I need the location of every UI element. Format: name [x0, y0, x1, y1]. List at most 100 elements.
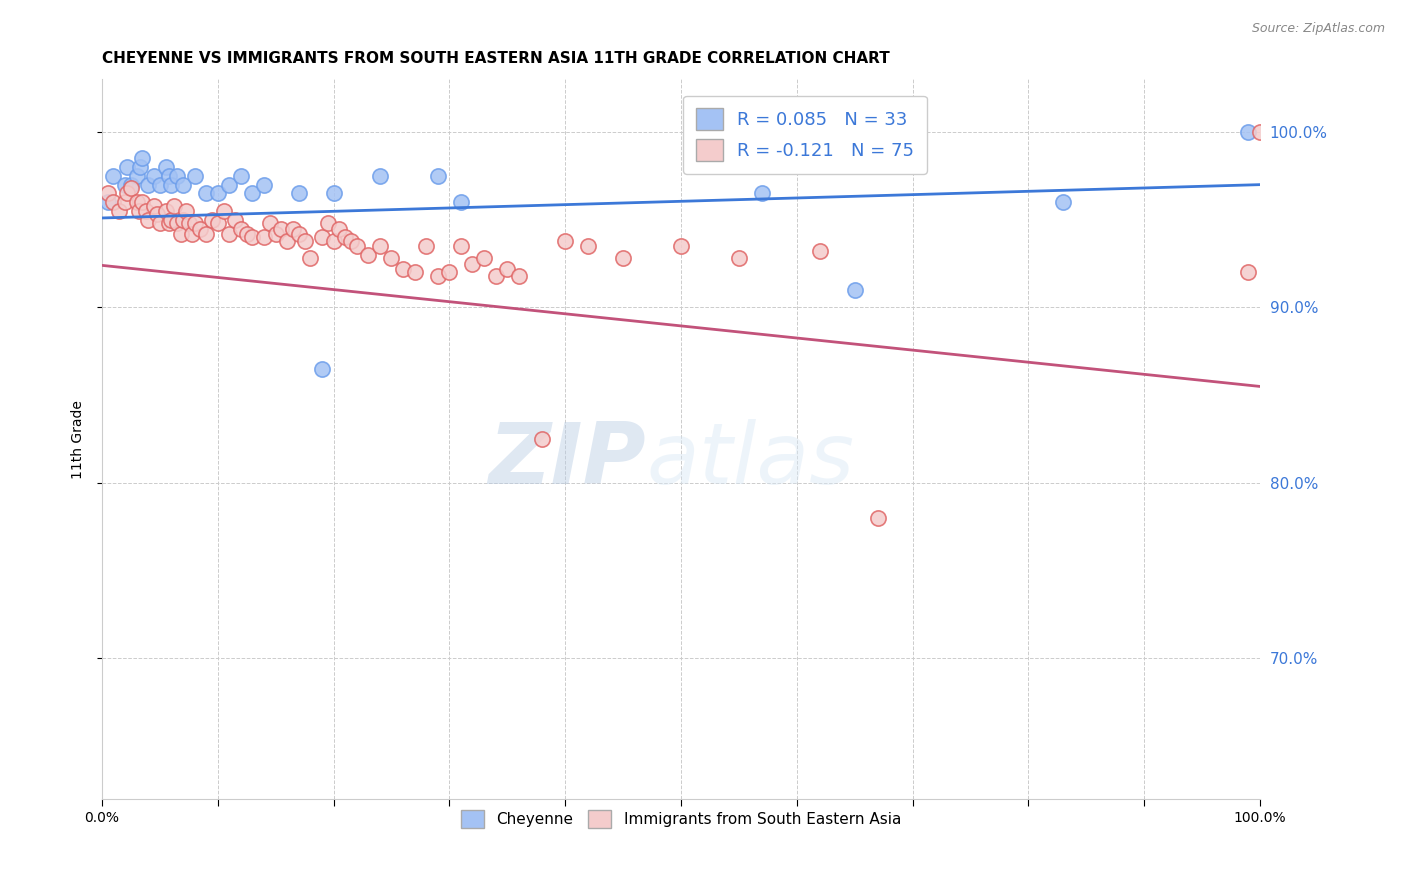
Point [131, 151, 153, 165]
Text: Source: ZipAtlas.com: Source: ZipAtlas.com [1251, 22, 1385, 36]
Point [169, 227, 191, 241]
Point [450, 195, 472, 210]
Point [172, 178, 194, 192]
Point [496, 261, 519, 276]
Point [149, 216, 172, 230]
Point [380, 252, 402, 266]
Point [157, 169, 180, 183]
Point [183, 169, 205, 183]
Point [299, 252, 322, 266]
Point [404, 265, 426, 279]
Point [439, 265, 461, 279]
Point [1052, 195, 1074, 210]
Point [1249, 125, 1271, 139]
Point [368, 169, 391, 183]
Point [207, 186, 229, 201]
Point [1237, 125, 1260, 139]
Point [751, 186, 773, 201]
Point [125, 169, 148, 183]
Y-axis label: 11th Grade: 11th Grade [72, 400, 86, 478]
Point [177, 216, 200, 230]
Point [316, 216, 339, 230]
Point [155, 160, 177, 174]
Text: ZIP: ZIP [489, 419, 647, 502]
Point [368, 239, 391, 253]
Point [183, 216, 205, 230]
Point [120, 178, 142, 192]
Point [157, 216, 180, 230]
Point [294, 234, 316, 248]
Point [143, 169, 166, 183]
Point [322, 234, 344, 248]
Point [242, 230, 264, 244]
Point [136, 178, 159, 192]
Point [117, 186, 139, 201]
Point [328, 221, 350, 235]
Point [108, 204, 131, 219]
Point [149, 178, 172, 192]
Point [288, 227, 311, 241]
Point [1237, 265, 1260, 279]
Point [212, 204, 235, 219]
Point [195, 186, 218, 201]
Point [288, 186, 311, 201]
Point [281, 221, 304, 235]
Point [270, 221, 292, 235]
Point [128, 204, 150, 219]
Point [392, 261, 415, 276]
Point [426, 268, 449, 283]
Point [97, 186, 120, 201]
Legend: Cheyenne, Immigrants from South Eastern Asia: Cheyenne, Immigrants from South Eastern … [456, 804, 907, 834]
Point [485, 268, 508, 283]
Point [461, 257, 484, 271]
Point [259, 216, 281, 230]
Point [155, 204, 177, 219]
Point [172, 212, 194, 227]
Text: atlas: atlas [647, 419, 855, 502]
Point [229, 221, 252, 235]
Point [207, 216, 229, 230]
Point [146, 207, 169, 221]
Point [508, 268, 530, 283]
Point [264, 227, 287, 241]
Point [163, 199, 186, 213]
Point [322, 186, 344, 201]
Point [415, 239, 437, 253]
Point [311, 230, 333, 244]
Point [188, 221, 211, 235]
Point [472, 252, 495, 266]
Point [340, 234, 363, 248]
Point [136, 212, 159, 227]
Point [235, 227, 257, 241]
Point [160, 212, 183, 227]
Point [195, 227, 218, 241]
Point [114, 195, 136, 210]
Point [125, 195, 148, 210]
Point [346, 239, 368, 253]
Point [253, 178, 276, 192]
Point [201, 212, 224, 227]
Point [311, 362, 333, 376]
Point [808, 244, 831, 259]
Point [612, 252, 634, 266]
Point [117, 160, 139, 174]
Point [131, 195, 153, 210]
Point [218, 227, 240, 241]
Point [176, 204, 198, 219]
Point [218, 178, 240, 192]
Point [129, 160, 152, 174]
Point [160, 178, 183, 192]
Point [143, 199, 166, 213]
Point [166, 216, 188, 230]
Point [135, 204, 157, 219]
Point [357, 248, 380, 262]
Point [669, 239, 692, 253]
Point [866, 511, 889, 525]
Point [426, 169, 449, 183]
Point [242, 186, 264, 201]
Point [253, 230, 276, 244]
Point [120, 181, 142, 195]
Point [276, 234, 298, 248]
Text: CHEYENNE VS IMMIGRANTS FROM SOUTH EASTERN ASIA 11TH GRADE CORRELATION CHART: CHEYENNE VS IMMIGRANTS FROM SOUTH EASTER… [101, 51, 890, 66]
Point [333, 230, 356, 244]
